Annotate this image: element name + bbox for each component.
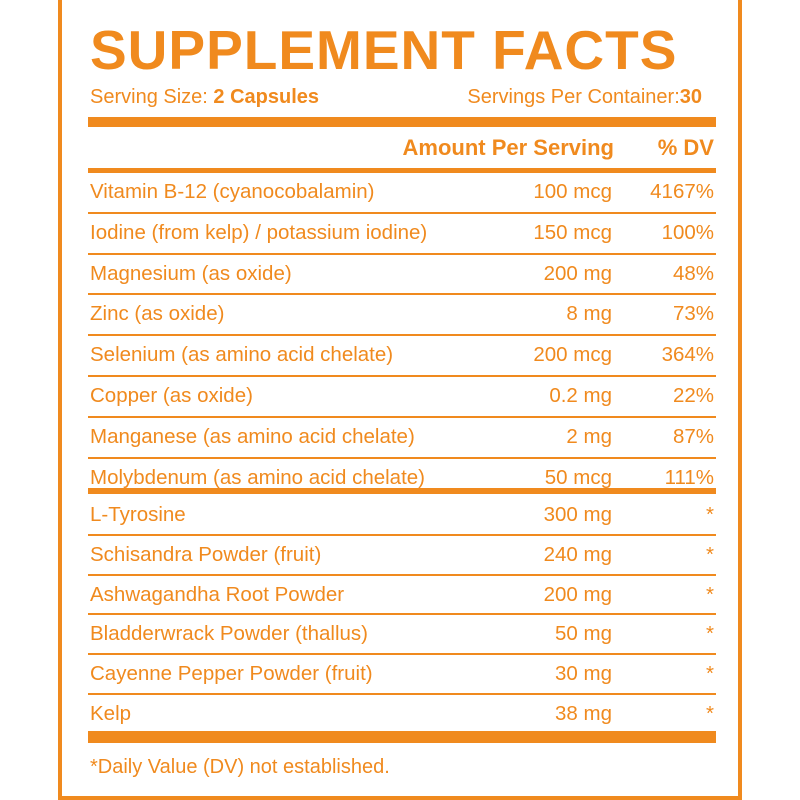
table-row: Copper (as oxide) 0.2 mg 22% <box>88 377 716 418</box>
serving-size-value: 2 Capsules <box>213 86 320 108</box>
header-amount: Amount Per Serving <box>402 135 614 160</box>
table-row: Zinc (as oxide) 8 mg 73% <box>88 295 716 337</box>
ingredient-amount: 200 mg <box>543 261 612 285</box>
ingredient-amount: 50 mg <box>555 622 612 646</box>
ingredient-amount: 0.2 mg <box>549 383 612 407</box>
divider-mid <box>88 488 716 494</box>
divider-thick-top <box>88 117 716 127</box>
ingredient-amount: 30 mg <box>555 662 612 686</box>
ingredient-amount: 200 mcg <box>533 343 612 367</box>
ingredient-amount: 50 mcg <box>544 465 612 489</box>
ingredient-dv: 111% <box>664 465 714 489</box>
ingredient-name: Ashwagandha Root Powder <box>90 582 345 606</box>
header-dv: % DV <box>657 135 714 160</box>
other-ingredients-list: L-Tyrosine 300 mg * Schisandra Powder (frui… <box>88 496 716 733</box>
ingredient-dv: * <box>706 582 714 606</box>
ingredient-name: Molybdenum (as amino acid chelate) <box>90 465 425 489</box>
table-row: Iodine (from kelp) / potassium iodine) 15… <box>88 214 716 255</box>
ingredient-amount: 150 mcg <box>533 220 612 244</box>
panel-title: SUPPLEMENT FACTS <box>90 19 678 81</box>
ingredient-name: Cayenne Pepper Powder (fruit) <box>90 662 373 686</box>
ingredient-name: Vitamin B-12 (cyanocobalamin) <box>90 180 375 203</box>
nutrient-list: Vitamin B-12 (cyanocobalamin) 100 mcg 4167… <box>88 173 716 497</box>
supplement-facts-panel: SUPPLEMENT FACTS Serving Size: 2 Capsule… <box>58 0 742 800</box>
divider-header <box>88 168 716 173</box>
ingredient-dv: 87% <box>672 424 714 448</box>
serving-size: Serving Size: 2 Capsules <box>90 84 319 110</box>
table-row: Manganese (as amino acid chelate) 2 mg 87% <box>88 418 716 459</box>
ingredient-amount: 200 mg <box>543 582 612 606</box>
ingredient-dv: * <box>706 701 714 725</box>
ingredient-dv: * <box>706 542 714 566</box>
table-row: Magnesium (as oxide) 200 mg 48% <box>88 255 716 296</box>
servings-label: Servings Per Container: <box>467 86 680 108</box>
ingredient-amount: 300 mg <box>543 503 612 526</box>
table-row: Selenium (as amino acid chelate) 200 mcg 3… <box>88 336 716 377</box>
ingredient-name: Copper (as oxide) <box>90 383 253 407</box>
table-row: Schisandra Powder (fruit) 240 mg * <box>88 536 716 576</box>
ingredient-name: Iodine (from kelp) / potassium iodine) <box>90 220 428 244</box>
ingredient-dv: 48% <box>672 261 714 285</box>
ingredient-amount: 2 mg <box>566 424 612 448</box>
ingredient-name: Manganese (as amino acid chelate) <box>90 424 415 448</box>
ingredient-dv: * <box>706 662 714 686</box>
table-row: Molybdenum (as amino acid chelate) 50 mcg… <box>88 459 716 498</box>
serving-info: Serving Size: 2 Capsules Servings Per Co… <box>90 84 702 110</box>
ingredient-name: Bladderwrack Powder (thallus) <box>90 622 369 646</box>
divider-thick-bottom <box>88 731 716 743</box>
table-row: Vitamin B-12 (cyanocobalamin) 100 mcg 4167… <box>88 173 716 214</box>
table-row: Ashwagandha Root Powder 200 mg * <box>88 576 716 616</box>
ingredient-dv: 100% <box>661 220 714 244</box>
ingredient-dv: 22% <box>672 383 714 407</box>
servings-per-container: Servings Per Container:30 <box>467 84 702 110</box>
ingredient-dv: 4167% <box>650 180 714 203</box>
serving-size-label: Serving Size: <box>90 86 208 108</box>
footnote: *Daily Value (DV) not established. <box>90 756 390 778</box>
ingredient-name: Selenium (as amino acid chelate) <box>90 343 394 367</box>
ingredient-dv: 364% <box>661 343 714 367</box>
ingredient-amount: 38 mg <box>555 701 612 725</box>
ingredient-amount: 8 mg <box>566 302 612 326</box>
ingredient-amount: 240 mg <box>543 542 612 566</box>
table-row: Kelp 38 mg * <box>88 695 716 733</box>
ingredient-name: Magnesium (as oxide) <box>90 261 292 285</box>
ingredient-name: Schisandra Powder (fruit) <box>90 542 322 566</box>
ingredient-dv: 73% <box>672 302 714 326</box>
table-row: Bladderwrack Powder (thallus) 50 mg * <box>88 615 716 656</box>
servings-value: 30 <box>679 86 702 108</box>
column-header-row: Amount Per Serving % DV <box>90 130 718 166</box>
ingredient-name: Zinc (as oxide) <box>90 302 225 326</box>
ingredient-name: L-Tyrosine <box>90 503 186 526</box>
table-row: Cayenne Pepper Powder (fruit) 30 mg * <box>88 655 716 695</box>
ingredient-amount: 100 mcg <box>533 180 612 203</box>
ingredient-dv: * <box>706 622 714 646</box>
table-row: L-Tyrosine 300 mg * <box>88 496 716 536</box>
ingredient-dv: * <box>706 503 714 526</box>
ingredient-name: Kelp <box>90 701 132 725</box>
